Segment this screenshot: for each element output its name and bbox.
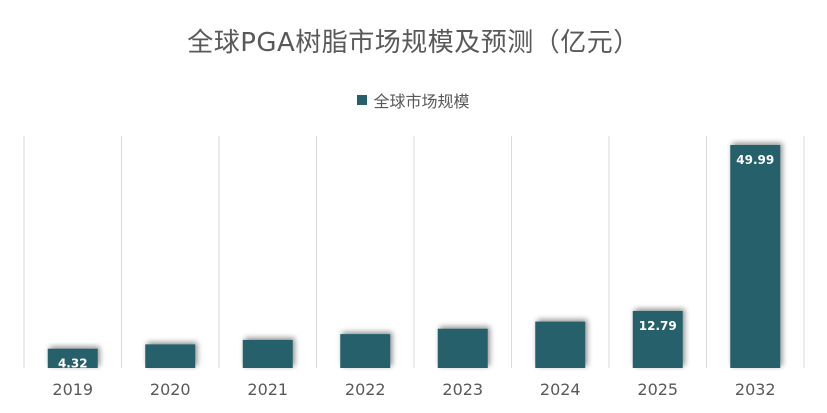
bars bbox=[47, 144, 781, 368]
x-tick-2020: 2020 bbox=[150, 380, 191, 399]
legend-label: 全球市场规模 bbox=[373, 92, 470, 111]
grid-lines bbox=[23, 136, 805, 368]
x-tick-2019: 2019 bbox=[52, 380, 93, 399]
x-tick-2021: 2021 bbox=[247, 380, 288, 399]
data-label-2025: 12.79 bbox=[639, 319, 677, 333]
bar-2024 bbox=[535, 321, 586, 368]
x-axis-tick-labels: 2019 2020 2021 2022 2023 2024 2025 2032 bbox=[52, 380, 775, 399]
legend: 全球市场规模 bbox=[0, 88, 827, 112]
bar-2032 bbox=[730, 144, 781, 368]
data-label-2019: 4.32 bbox=[58, 357, 88, 371]
legend-swatch bbox=[357, 95, 368, 105]
x-tick-2024: 2024 bbox=[540, 380, 581, 399]
chart-title: 全球PGA树脂市场规模及预测（亿元） bbox=[187, 28, 640, 58]
bar-2019 bbox=[47, 348, 98, 368]
bar-2020 bbox=[145, 344, 196, 368]
x-tick-2032: 2032 bbox=[735, 380, 776, 399]
x-tick-2025: 2025 bbox=[637, 380, 678, 399]
data-label-2032: 49.99 bbox=[736, 153, 774, 167]
bar-2025 bbox=[632, 310, 683, 368]
data-labels: 4.32 12.79 49.99 bbox=[58, 153, 774, 371]
x-tick-2023: 2023 bbox=[442, 380, 483, 399]
bar-2022 bbox=[340, 334, 391, 368]
bar-2021 bbox=[242, 339, 293, 368]
bar-2023 bbox=[437, 328, 488, 368]
x-tick-2022: 2022 bbox=[345, 380, 386, 399]
